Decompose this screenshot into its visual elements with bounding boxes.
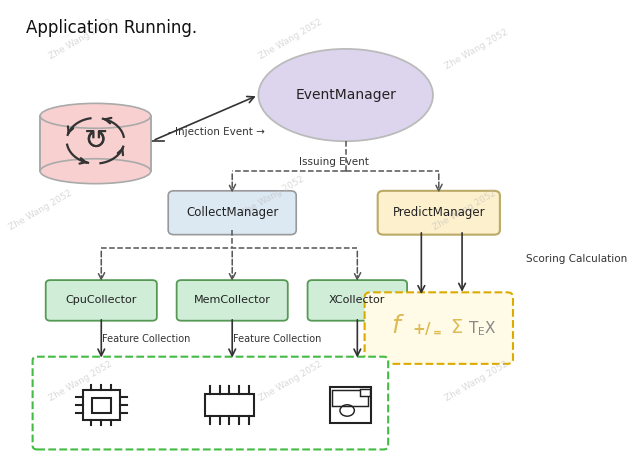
Text: Zhe Wang 2052: Zhe Wang 2052 [7,189,73,232]
Text: Application Running.: Application Running. [26,19,196,37]
Bar [92,398,111,413]
Text: Zhe Wang 2052: Zhe Wang 2052 [48,18,114,61]
Text: $\mathit{f}$: $\mathit{f}$ [391,314,405,338]
FancyBboxPatch shape [45,280,157,321]
Text: $\mathbf{+/_=}$: $\mathbf{+/_=}$ [412,320,442,336]
Ellipse shape [259,49,433,141]
Text: Zhe Wang 2052: Zhe Wang 2052 [257,360,323,403]
Text: Zhe Wang 2052: Zhe Wang 2052 [444,27,509,71]
Bar [40,116,151,171]
FancyBboxPatch shape [308,280,407,321]
Text: ↻: ↻ [84,127,107,155]
FancyBboxPatch shape [378,191,500,234]
Text: ↺: ↺ [84,127,107,155]
Bar [83,390,120,420]
Text: Zhe Wang 2052: Zhe Wang 2052 [432,189,498,232]
Bar [41,116,150,171]
Ellipse shape [40,159,151,184]
Text: EventManager: EventManager [295,88,396,102]
Text: PredictManager: PredictManager [392,206,485,219]
Text: Zhe Wang 2052: Zhe Wang 2052 [257,18,323,61]
Text: Issuing Event: Issuing Event [299,157,369,167]
Text: CpuCollector: CpuCollector [65,296,137,305]
Text: Feature Collection: Feature Collection [233,334,321,344]
Text: XCollector: XCollector [329,296,385,305]
FancyBboxPatch shape [33,357,388,449]
FancyBboxPatch shape [365,292,513,364]
Bar [360,389,369,396]
Bar [205,394,253,416]
Bar [330,388,371,423]
Text: Scoring Calculation: Scoring Calculation [526,254,627,264]
Ellipse shape [40,103,151,128]
Text: $\mathrm{T_EX}$: $\mathrm{T_EX}$ [468,320,497,339]
Text: Feature Collection: Feature Collection [102,334,190,344]
Text: MemCollector: MemCollector [194,296,271,305]
Text: - Injection Event →: - Injection Event → [168,127,265,137]
Text: Zhe Wang 2052: Zhe Wang 2052 [240,175,306,218]
Text: $\Sigma$: $\Sigma$ [450,318,463,337]
Text: CollectManager: CollectManager [186,206,278,219]
Bar [332,389,368,406]
FancyBboxPatch shape [177,280,288,321]
FancyBboxPatch shape [168,191,296,234]
Text: Zhe Wang 2052: Zhe Wang 2052 [444,360,509,403]
Text: Zhe Wang 2052: Zhe Wang 2052 [48,360,114,403]
